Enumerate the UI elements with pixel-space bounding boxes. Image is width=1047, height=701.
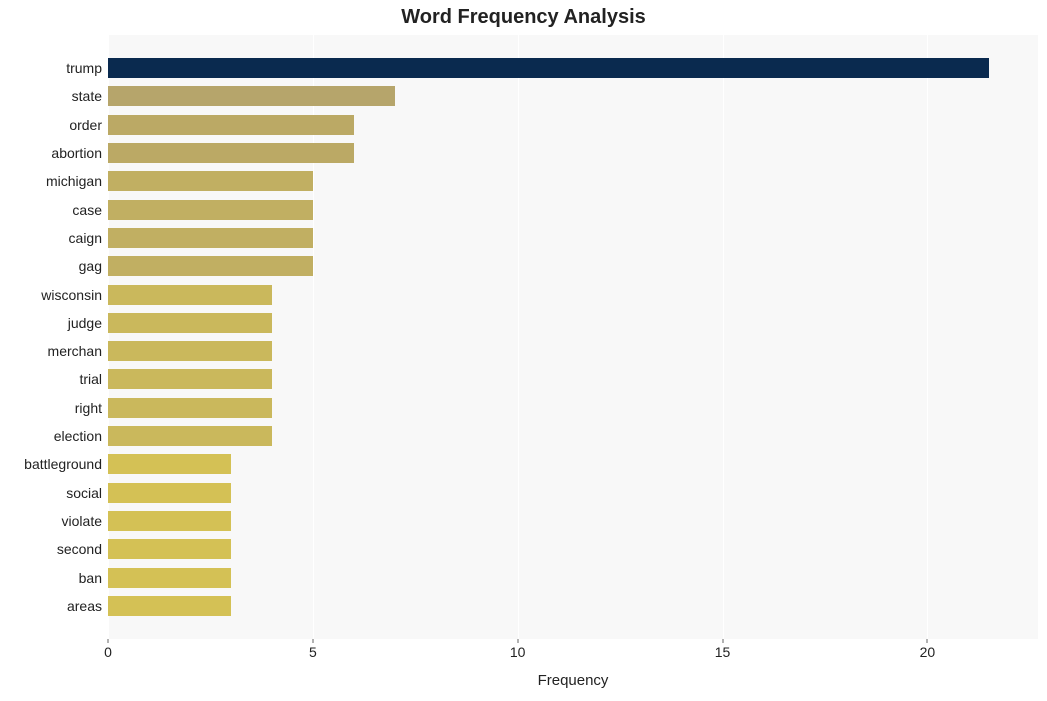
y-tick-label: abortion: [51, 145, 102, 161]
x-tick-mark: [517, 639, 518, 643]
bar: [108, 58, 989, 78]
y-tick-label: trial: [79, 371, 102, 387]
bar: [108, 539, 231, 559]
chart-title: Word Frequency Analysis: [0, 6, 1047, 29]
x-tick-label: 5: [309, 644, 317, 660]
y-tick-label: trump: [66, 60, 102, 76]
y-tick-label: michigan: [46, 173, 102, 189]
y-tick-label: case: [72, 202, 102, 218]
grid-line: [927, 35, 928, 639]
bar: [108, 228, 313, 248]
x-tick-mark: [108, 639, 109, 643]
x-tick-mark: [927, 639, 928, 643]
y-tick-label: gag: [79, 258, 102, 274]
y-tick-label: social: [66, 485, 102, 501]
bar: [108, 596, 231, 616]
x-tick-label: 20: [920, 644, 936, 660]
bar: [108, 256, 313, 276]
bar: [108, 171, 313, 191]
bar: [108, 313, 272, 333]
bar: [108, 568, 231, 588]
x-tick-mark: [312, 639, 313, 643]
bar: [108, 398, 272, 418]
bar: [108, 86, 395, 106]
y-tick-label: right: [75, 400, 102, 416]
y-tick-label: violate: [62, 513, 102, 529]
y-tick-label: judge: [68, 315, 102, 331]
x-tick-label: 0: [104, 644, 112, 660]
y-tick-label: second: [57, 541, 102, 557]
grid-line: [518, 35, 519, 639]
y-tick-label: order: [69, 117, 102, 133]
bar: [108, 426, 272, 446]
x-tick-mark: [722, 639, 723, 643]
bar: [108, 483, 231, 503]
grid-line: [723, 35, 724, 639]
y-tick-label: election: [54, 428, 102, 444]
bar: [108, 200, 313, 220]
bar: [108, 341, 272, 361]
y-tick-label: areas: [67, 598, 102, 614]
y-tick-label: ban: [79, 570, 102, 586]
plot-area: [108, 35, 1038, 639]
bar: [108, 511, 231, 531]
y-tick-label: state: [72, 88, 102, 104]
x-axis-title: Frequency: [108, 672, 1038, 689]
x-tick-label: 10: [510, 644, 526, 660]
y-tick-label: wisconsin: [41, 287, 102, 303]
y-tick-label: caign: [69, 230, 102, 246]
y-tick-label: merchan: [48, 343, 102, 359]
x-tick-label: 15: [715, 644, 731, 660]
bar: [108, 369, 272, 389]
bar: [108, 115, 354, 135]
bar: [108, 454, 231, 474]
bar: [108, 143, 354, 163]
bar: [108, 285, 272, 305]
word-frequency-chart: Word Frequency Analysis Frequency 0 5 10 15…: [0, 0, 1047, 701]
y-tick-label: battleground: [24, 456, 102, 472]
